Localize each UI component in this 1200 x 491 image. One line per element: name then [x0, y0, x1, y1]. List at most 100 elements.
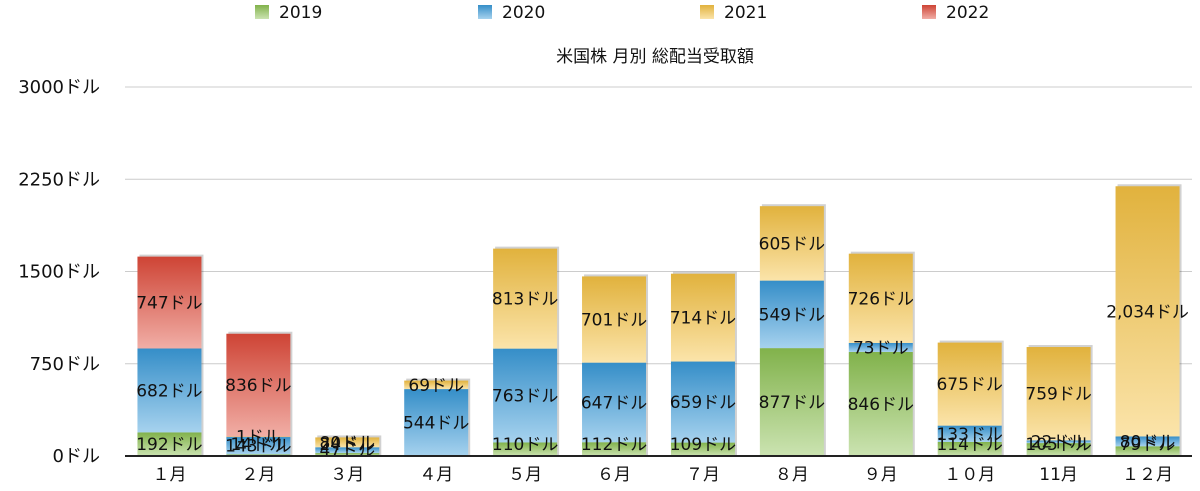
bar-segment-2020-6: [582, 362, 647, 443]
value-label-2021: 701ドル: [581, 311, 647, 331]
value-label-2019: 79ドル: [1120, 435, 1176, 455]
legend-label-2022: 2022: [946, 3, 989, 23]
legend-label-2021: 2021: [724, 3, 767, 23]
value-label-2020: 80ドル: [1120, 432, 1176, 452]
bar-segment-2020-5: [493, 348, 558, 443]
bar-segment-2021-4: [404, 380, 469, 390]
value-labels: 192ドル682ドル747ドル14ドル143ドル1ドル836ドル24ドル47ドル…: [136, 234, 1189, 461]
y-tick-label: 0ドル: [53, 446, 100, 467]
y-tick-label: 2250ドル: [18, 169, 100, 190]
legend-swatch-2022: [922, 5, 936, 19]
bars: [137, 184, 1182, 457]
bar-segment-2019-10: [937, 441, 1002, 456]
bar-segment-2021-8: [759, 206, 824, 281]
x-axis: １月 ２月 ３月 ４月 ５月 ６月 ７月 ８月 ９月 １０月 11月 １２月: [125, 455, 1192, 485]
bar-segment-2020-10: [937, 425, 1002, 442]
bar-segment-2019-3: [315, 453, 380, 456]
value-label-2019: 105ドル: [1025, 435, 1091, 455]
x-category-label: 11月: [1039, 465, 1078, 485]
bar-segment-2020-2: [226, 436, 291, 455]
bar-segment-2020-4: [404, 389, 469, 456]
value-label-2020: 659ドル: [670, 393, 736, 413]
x-category-label: １０月: [944, 465, 995, 485]
value-label-2021: 759ドル: [1025, 385, 1091, 405]
value-label-2020: 143ドル: [225, 436, 291, 456]
bar-segment-2022-1: [137, 256, 202, 349]
bar-segment-2020-3: [315, 447, 380, 454]
legend-label-2019: 2019: [279, 3, 322, 23]
value-label-2021: 714ドル: [670, 309, 736, 329]
bar-segment-2020-7: [670, 361, 735, 443]
value-label-2019: 192ドル: [136, 435, 202, 455]
bar-segment-2020-9: [848, 342, 913, 352]
bar-segment-2020-11: [1026, 440, 1091, 444]
bar-segment-2019-5: [493, 442, 558, 456]
bar-segment-2021-3: [315, 437, 380, 448]
value-label-2019: 110ドル: [492, 435, 558, 455]
value-label-2019: 877ドル: [759, 393, 825, 413]
legend-label-2020: 2020: [502, 3, 545, 23]
bar-segment-2021-12: [1115, 186, 1180, 437]
value-label-2021: 726ドル: [848, 289, 914, 309]
value-label-2021: 813ドル: [492, 290, 558, 310]
x-category-label: ９月: [864, 465, 898, 485]
bar-segment-2019-11: [1026, 443, 1091, 456]
value-label-2020: 647ドル: [581, 393, 647, 413]
bar-segment-2021-2: [226, 436, 291, 438]
value-label-2021: 2,034ドル: [1106, 302, 1189, 322]
value-label-2020: 73ドル: [853, 338, 909, 358]
legend-swatch-2020: [478, 5, 492, 19]
value-label-2020: 682ドル: [136, 381, 202, 401]
value-label-2019: 109ドル: [670, 435, 736, 455]
bar-segment-2021-9: [848, 253, 913, 343]
bar-segment-2019-9: [848, 351, 913, 456]
value-label-2019: 114ドル: [936, 435, 1002, 455]
x-category-label: １月: [152, 465, 186, 485]
x-category-label: ２月: [241, 465, 275, 485]
y-axis: 0ドル 750ドル 1500ドル 2250ドル 3000ドル: [18, 77, 100, 467]
value-label-2021: 1ドル: [236, 428, 281, 448]
x-category-label: ６月: [597, 465, 631, 485]
bar-segment-2019-6: [582, 442, 647, 456]
x-category-label: ４月: [419, 465, 453, 485]
value-label-2021: 675ドル: [936, 375, 1002, 395]
x-category-label: １２月: [1122, 465, 1173, 485]
y-tick-label: 3000ドル: [18, 77, 100, 98]
value-label-2022: 836ドル: [225, 376, 291, 396]
value-label-2019: 112ドル: [581, 435, 647, 455]
bar-segment-2021-6: [582, 276, 647, 363]
value-label-2020: 544ドル: [403, 414, 469, 434]
value-label-2021: 80ドル: [319, 433, 375, 453]
value-label-2022: 747ドル: [136, 294, 202, 314]
value-label-2020: 133ドル: [936, 425, 1002, 445]
bar-segment-2020-12: [1115, 436, 1180, 447]
bar-segment-2021-7: [670, 273, 735, 362]
value-label-2019: 24ドル: [319, 435, 375, 455]
bar-segment-2020-1: [137, 348, 202, 433]
bar-segment-2020-8: [759, 280, 824, 349]
bar-segment-2019-8: [759, 348, 824, 456]
legend-swatch-2019: [255, 5, 269, 19]
bar-segment-2021-5: [493, 248, 558, 349]
legend-swatch-2021: [700, 5, 714, 19]
value-label-2021: 605ドル: [759, 234, 825, 254]
x-category-label: ３月: [330, 465, 364, 485]
bar-segment-2021-10: [937, 342, 1002, 426]
bar-segment-2019-12: [1115, 446, 1180, 456]
value-label-2020: 22ドル: [1031, 433, 1087, 453]
bar-segment-2019-7: [670, 442, 735, 456]
x-category-label: ５月: [508, 465, 542, 485]
legend: 2019 2020 2021 2022: [255, 3, 989, 23]
value-label-2019: 846ドル: [848, 395, 914, 415]
x-category-label: ７月: [686, 465, 720, 485]
bar-segment-2019-1: [137, 432, 202, 456]
bar-segment-2022-2: [226, 333, 291, 437]
chart-title: 米国株 月別 総配当受取額: [556, 47, 754, 67]
value-label-2020: 763ドル: [492, 387, 558, 407]
y-tick-label: 750ドル: [30, 354, 100, 375]
bar-segment-2021-11: [1026, 347, 1091, 441]
y-tick-label: 1500ドル: [18, 262, 100, 283]
x-category-label: ８月: [775, 465, 809, 485]
value-label-2020: 549ドル: [759, 305, 825, 325]
